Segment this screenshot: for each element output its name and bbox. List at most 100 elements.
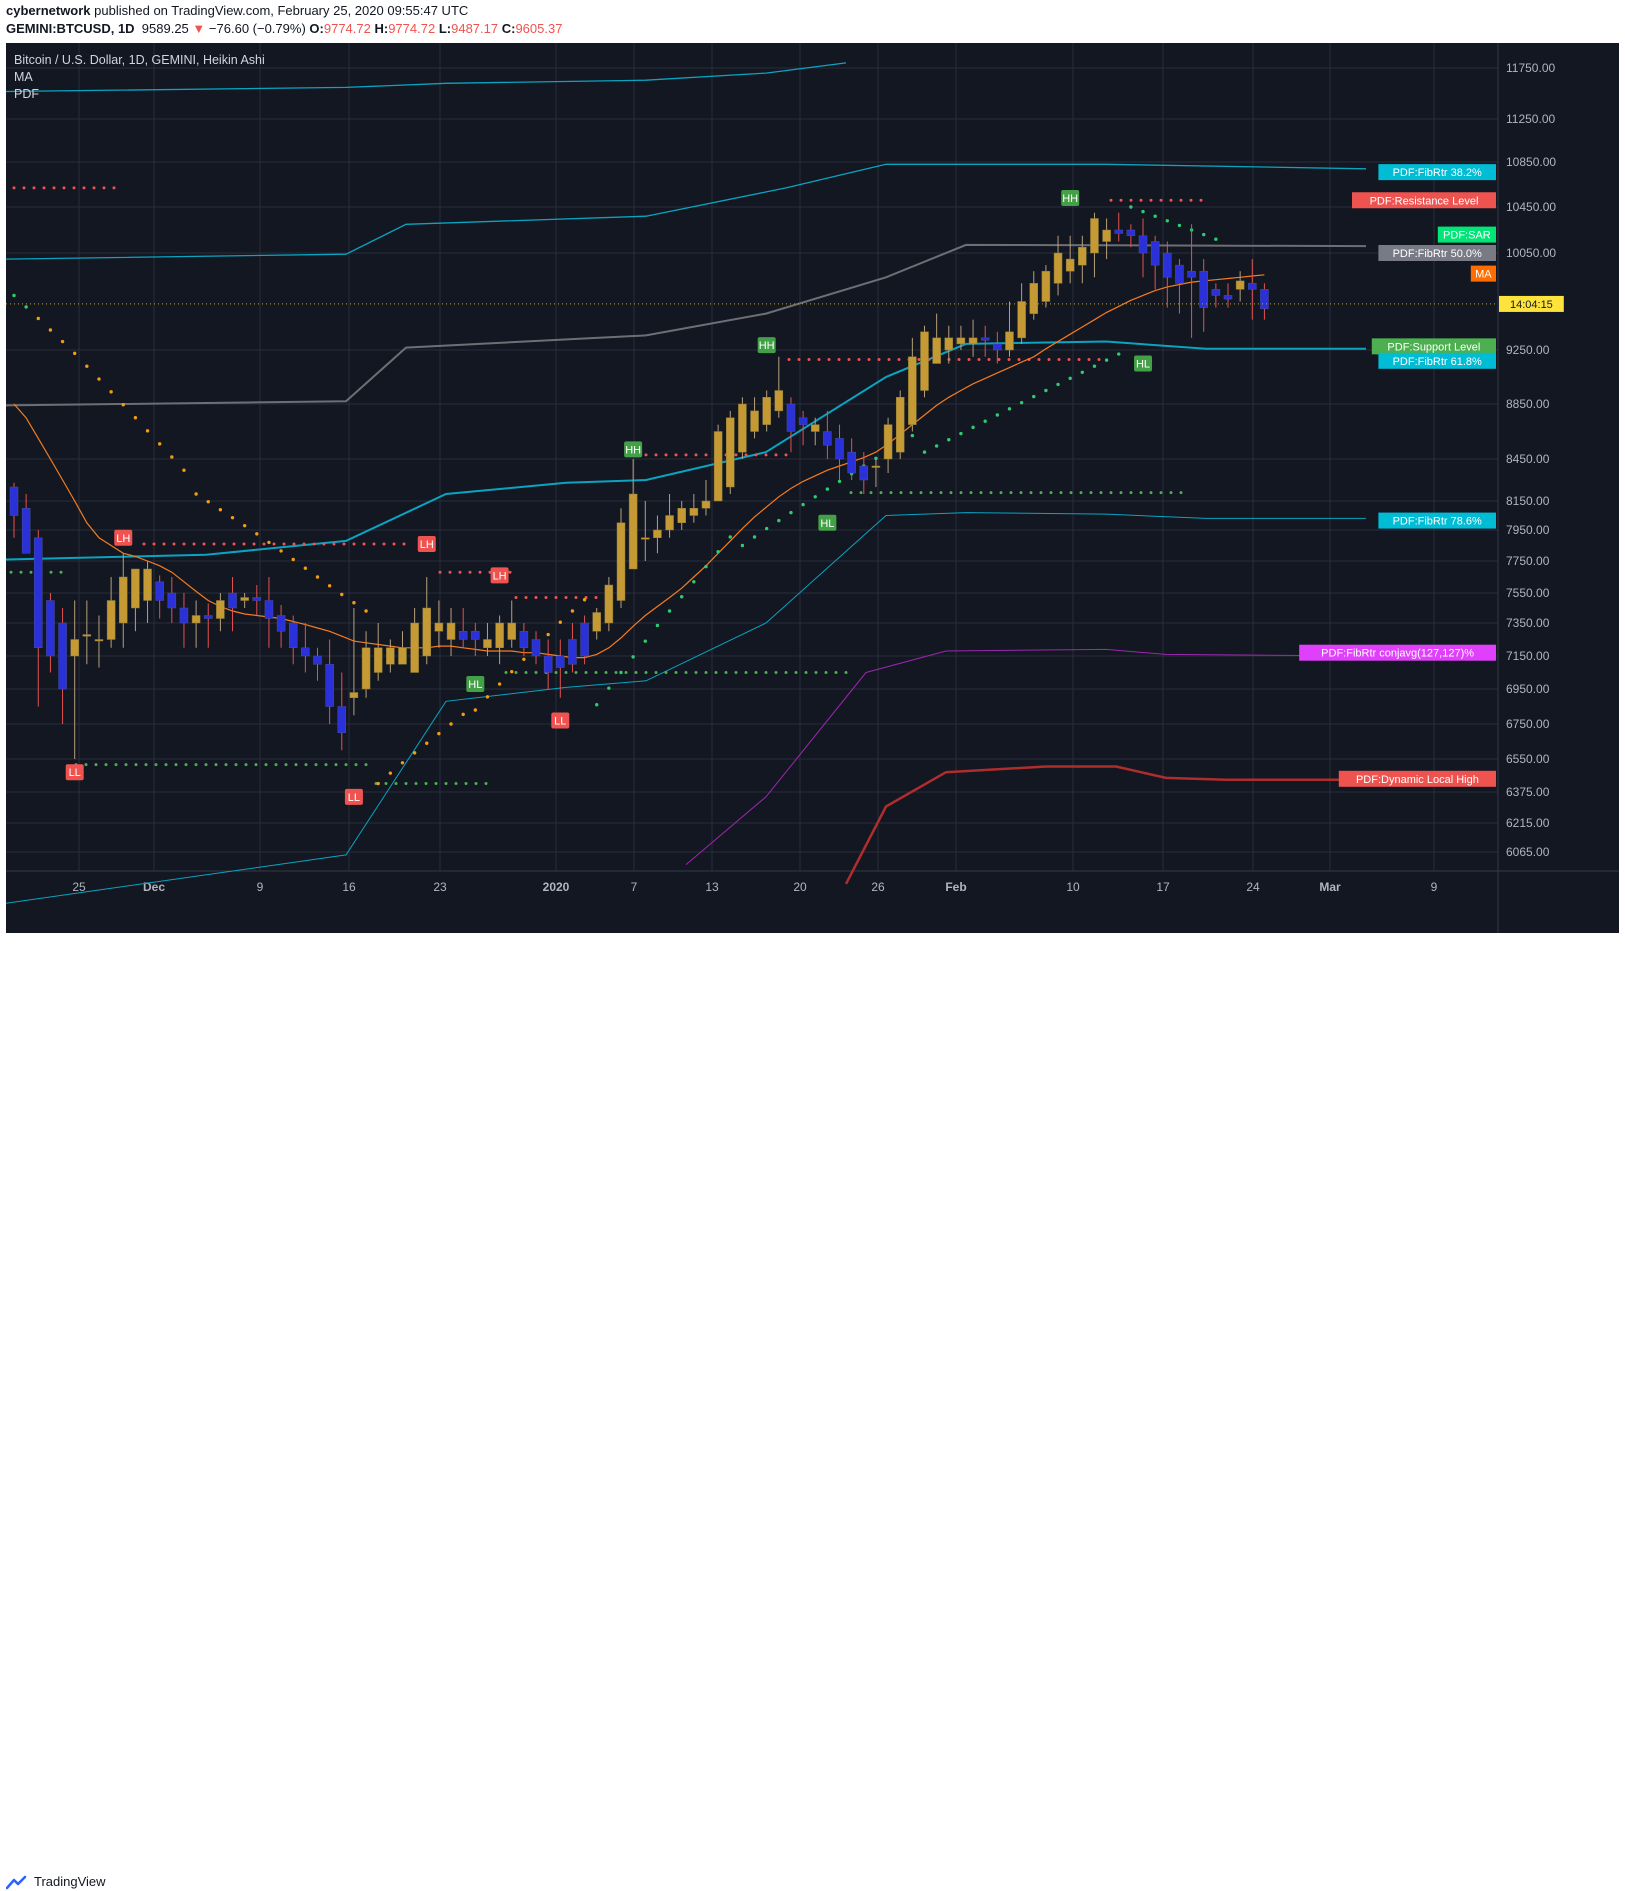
support-dots — [774, 671, 778, 674]
sar-dot — [97, 377, 101, 381]
candle-body — [1029, 283, 1039, 314]
candle-body — [167, 592, 177, 609]
resistance-dots — [42, 186, 46, 190]
tradingview-brand[interactable]: TradingView — [34, 1874, 106, 1889]
support-dots — [94, 763, 98, 767]
support-dots — [274, 763, 278, 767]
candle-body — [592, 612, 601, 632]
candle-body — [288, 622, 298, 648]
resistance-dots — [312, 542, 316, 546]
fib-38-band — [6, 163, 1367, 260]
resistance-dots — [468, 570, 472, 574]
support-dots — [324, 763, 328, 767]
candle-body — [519, 631, 529, 648]
support-dots — [414, 782, 418, 786]
candle-body — [810, 424, 820, 432]
author-name[interactable]: cybernetwork — [6, 3, 91, 18]
axis-label-text: PDF:FibRtr 38.2% — [1393, 167, 1482, 179]
y-tick-label: 6065.00 — [1506, 845, 1550, 859]
candle-body — [968, 337, 978, 345]
support-dots — [614, 671, 618, 674]
y-tick-label: 7750.00 — [1506, 554, 1550, 568]
support-dots — [254, 763, 258, 767]
sar-dot — [182, 468, 186, 472]
sar-dot — [570, 609, 575, 613]
candle-body — [483, 639, 492, 648]
support-dots — [244, 763, 248, 767]
pivot-label: HL — [468, 679, 482, 691]
support-dots — [1019, 491, 1023, 495]
resistance-dots — [644, 453, 648, 457]
sar-dot — [667, 609, 672, 613]
resistance-dots — [867, 357, 871, 361]
support-dots — [524, 671, 528, 674]
candle-body — [495, 622, 504, 648]
x-tick-label: 16 — [342, 880, 356, 894]
legend-item-pdf[interactable]: PDF — [14, 87, 39, 101]
resistance-dots — [1199, 198, 1203, 202]
sar-dot — [692, 580, 696, 584]
support-dots — [724, 671, 728, 674]
fib-50-band — [6, 243, 1367, 407]
resistance-dots — [458, 570, 462, 574]
support-dots — [999, 491, 1003, 495]
resistance-dots — [797, 357, 801, 361]
support-dots — [634, 671, 638, 674]
support-dots — [979, 491, 983, 495]
x-tick-label: 17 — [1156, 880, 1170, 894]
sar-dot — [145, 429, 150, 433]
open-value: 9774.72 — [323, 21, 371, 36]
sar-dot — [983, 419, 987, 423]
pivot-tag-lh — [490, 567, 509, 584]
candle-body — [155, 581, 164, 601]
candle-body — [179, 607, 189, 624]
support-dots — [834, 671, 838, 674]
sar-dot — [255, 532, 259, 536]
sar-dot — [497, 682, 502, 686]
support-dots — [644, 671, 648, 674]
sar-dot — [364, 609, 368, 613]
resistance-dots — [664, 453, 668, 457]
candle-body — [228, 592, 237, 609]
candle-body — [1138, 235, 1148, 254]
candle-body — [980, 337, 990, 341]
support-dots — [1119, 491, 1123, 495]
candle-body — [471, 631, 480, 640]
sar-dot — [910, 433, 915, 438]
pivot-tag-ll — [551, 712, 570, 729]
candle-body — [1248, 283, 1257, 290]
resistance-dots — [837, 357, 841, 361]
resistance-dots — [448, 570, 452, 574]
axis-label-box — [1499, 295, 1564, 312]
candle-body — [701, 500, 711, 509]
support-dots — [1129, 491, 1133, 495]
chart-canvas[interactable]: 11750.00 11250.00 10850.00 10450.00 10050.00… — [6, 43, 1619, 933]
legend-item-ma[interactable]: MA — [14, 70, 33, 84]
candle-body — [798, 417, 808, 425]
sar-dot — [170, 455, 174, 459]
pivot-label: HH — [759, 340, 775, 352]
resistance-dots — [242, 542, 246, 546]
sar-dot — [12, 293, 16, 298]
sar-dot — [874, 456, 878, 461]
resistance-dots — [774, 453, 778, 457]
sar-dot — [1153, 214, 1157, 218]
resistance-dots — [807, 357, 811, 361]
sar-dot — [303, 566, 308, 570]
sar-dot — [388, 771, 393, 775]
candle-body — [507, 622, 516, 640]
sar-dot — [376, 781, 380, 786]
price-value: 9589.25 — [141, 21, 189, 36]
candle-body — [1175, 264, 1184, 284]
support-dots — [144, 763, 148, 767]
support-dots — [1059, 491, 1063, 495]
support-dots — [939, 491, 943, 495]
pivot-label: LL — [69, 767, 81, 779]
pivot-tag-lh — [114, 529, 133, 546]
resistance-dots — [92, 186, 96, 190]
resistance-dots — [1169, 198, 1173, 202]
candle-body — [276, 615, 286, 632]
resistance-dots — [222, 542, 226, 546]
support-dots — [554, 671, 558, 674]
chart-area[interactable]: 11750.00 11250.00 10850.00 10450.00 10050.00… — [6, 43, 1619, 933]
